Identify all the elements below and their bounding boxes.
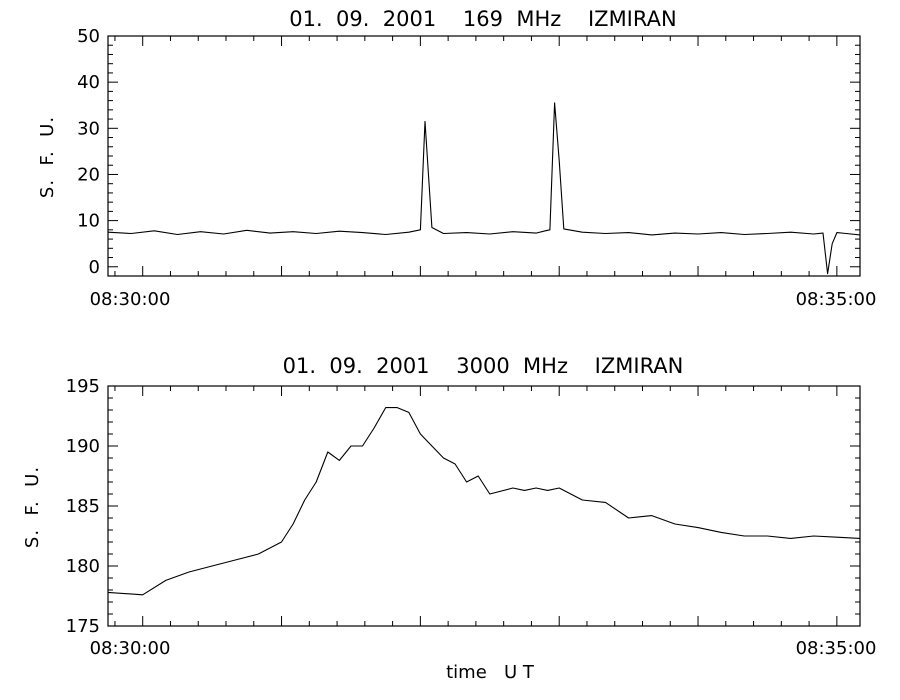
plot-frame: [107, 385, 861, 627]
y-tick-label: 50: [77, 26, 100, 47]
y-axis-label: S. F. U.: [22, 466, 43, 548]
chart-panel-3000mhz: 01. 09. 2001 3000 MHz IZMIRAN S. F. U. 0…: [22, 354, 876, 683]
y-tick-label: 185: [66, 496, 100, 517]
y-tick-label: 180: [66, 556, 100, 577]
y-axis-label: S. F. U.: [37, 116, 58, 198]
chart-panel-169mhz: 01. 09. 2001 169 MHz IZMIRAN S. F. U. 08…: [37, 7, 876, 310]
x-axis-label: time U T: [446, 662, 535, 683]
y-tick-label: 20: [77, 164, 100, 185]
y-tick-label: 30: [77, 118, 100, 139]
x-tick-label-start: 08:30:00: [90, 289, 171, 310]
series-line: [107, 407, 861, 596]
x-tick-label-start: 08:30:00: [90, 638, 171, 659]
y-tick-label: 190: [66, 436, 100, 457]
y-tick-label: 0: [89, 257, 100, 278]
x-tick-label-end: 08:35:00: [796, 289, 877, 310]
x-tick-label-end: 08:35:00: [796, 638, 877, 659]
svg-text:S. F. U.: S. F. U.: [37, 116, 58, 198]
y-tick-label: 10: [77, 211, 100, 232]
series-line: [107, 102, 861, 275]
y-tick-label: 175: [66, 616, 100, 637]
svg-text:S. F. U.: S. F. U.: [22, 466, 43, 548]
chart-title: 01. 09. 2001 3000 MHz IZMIRAN: [283, 354, 684, 378]
y-tick-label: 195: [66, 376, 100, 397]
plot-frame: [107, 35, 861, 277]
chart-title: 01. 09. 2001 169 MHz IZMIRAN: [289, 7, 676, 31]
y-tick-label: 40: [77, 72, 100, 93]
